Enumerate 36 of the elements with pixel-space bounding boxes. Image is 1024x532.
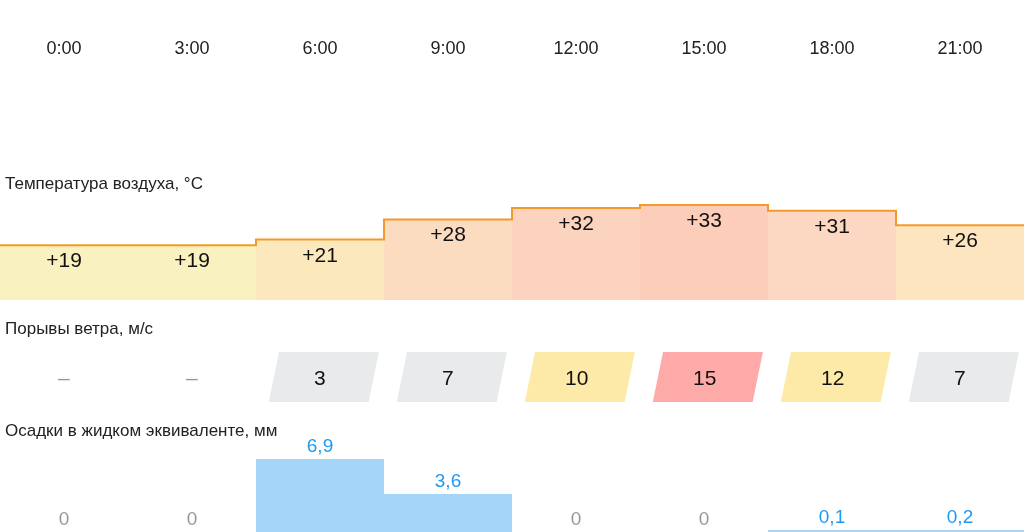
data-label: 7	[954, 366, 966, 389]
data-label: –	[186, 366, 198, 389]
data-label: 0,1	[818, 506, 846, 527]
data-label: 12	[821, 366, 845, 389]
data-label: 0,2	[946, 506, 974, 527]
chart-title: Осадки в жидком эквиваленте, мм	[5, 421, 278, 440]
data-label: 0	[186, 508, 198, 529]
x-tick-label: 0:00	[46, 38, 82, 59]
data-label: 7	[442, 366, 454, 389]
data-label: 0	[58, 508, 70, 529]
bar	[896, 225, 1024, 300]
data-label: 0	[570, 508, 582, 529]
data-label: +33	[686, 208, 722, 231]
data-label: 15	[693, 366, 717, 389]
data-label: 10	[565, 366, 589, 389]
data-label: +28	[430, 222, 466, 245]
data-label: +19	[46, 248, 82, 271]
x-tick-label: 12:00	[553, 38, 599, 59]
data-label: +26	[942, 228, 978, 251]
data-label: +19	[174, 248, 210, 271]
data-label: 3	[314, 366, 326, 389]
data-label: +31	[814, 214, 850, 237]
text: Порывы ветра, м/с	[5, 319, 154, 338]
x-tick-label: 21:00	[937, 38, 983, 59]
x-tick-label: 15:00	[681, 38, 727, 59]
data-label: 6,9	[306, 435, 334, 456]
data-label: –	[58, 366, 70, 389]
x-tick-label: 3:00	[174, 38, 210, 59]
data-label: +32	[558, 211, 594, 234]
data-label: 3,6	[434, 470, 462, 491]
data-label: 0	[698, 508, 710, 529]
x-tick-label: 6:00	[302, 38, 338, 59]
x-tick-label: 18:00	[809, 38, 855, 59]
data-label: +21	[302, 243, 338, 266]
chart-title: Температура воздуха, °C	[5, 174, 203, 193]
x-tick-label: 9:00	[430, 38, 466, 59]
